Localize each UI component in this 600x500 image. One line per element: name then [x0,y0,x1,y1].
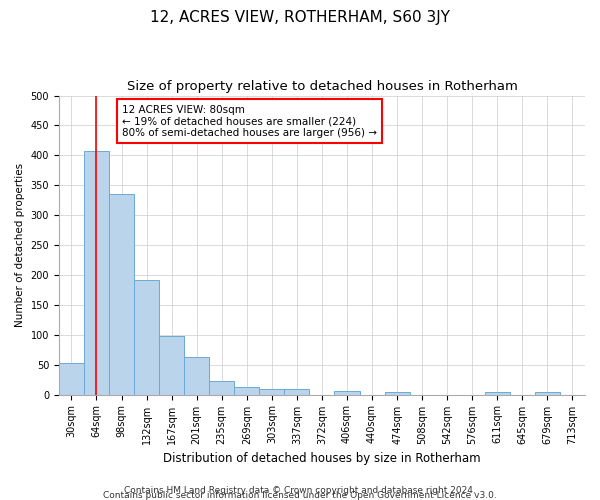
Title: Size of property relative to detached houses in Rotherham: Size of property relative to detached ho… [127,80,517,93]
Bar [84,151,109,394]
Y-axis label: Number of detached properties: Number of detached properties [15,163,25,327]
Bar [334,391,359,394]
Bar [535,392,560,394]
Bar [385,392,410,394]
Bar [59,364,84,394]
Bar [109,194,134,394]
Text: Contains public sector information licensed under the Open Government Licence v3: Contains public sector information licen… [103,491,497,500]
Bar [284,388,310,394]
Text: 12 ACRES VIEW: 80sqm
← 19% of detached houses are smaller (224)
80% of semi-deta: 12 ACRES VIEW: 80sqm ← 19% of detached h… [122,104,377,138]
X-axis label: Distribution of detached houses by size in Rotherham: Distribution of detached houses by size … [163,452,481,465]
Bar [184,358,209,395]
Bar [259,388,284,394]
Bar [234,387,259,394]
Bar [159,336,184,394]
Text: 12, ACRES VIEW, ROTHERHAM, S60 3JY: 12, ACRES VIEW, ROTHERHAM, S60 3JY [150,10,450,25]
Bar [209,381,234,394]
Bar [134,280,159,394]
Text: Contains HM Land Registry data © Crown copyright and database right 2024.: Contains HM Land Registry data © Crown c… [124,486,476,495]
Bar [485,392,510,394]
